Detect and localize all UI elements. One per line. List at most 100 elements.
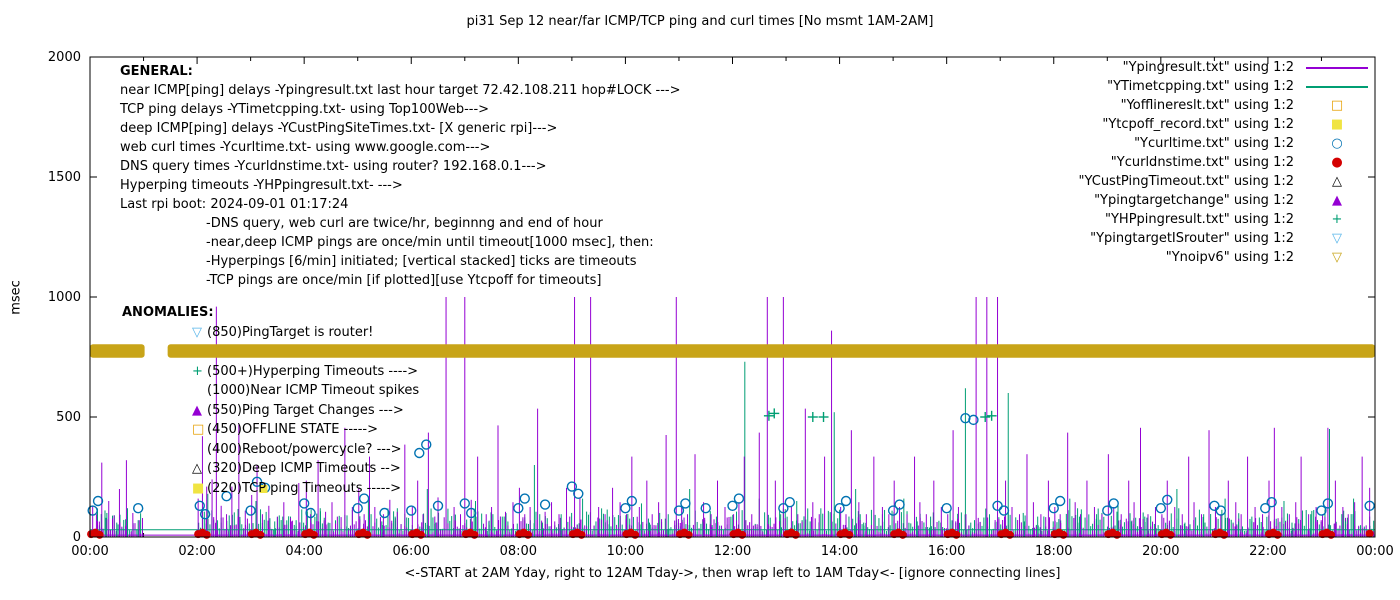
svg-text:12:00: 12:00 [714,544,751,559]
legend-item: "Ypingresult.txt" using 1:2 [1079,58,1374,77]
square-open-icon: □ [1330,98,1344,113]
svg-text:22:00: 22:00 [1249,544,1286,559]
triangle-down-open-icon: ▽ [1332,250,1342,265]
legend-marker-sample: ▽ [1300,232,1374,245]
anomaly-text: (550)Ping Target Changes ---> [207,402,404,418]
general-block: GENERAL: near ICMP[ping] delays -Ypingre… [120,62,681,290]
anomaly-row: □ (450)OFFLINE STATE -----> [122,420,419,440]
general-line: near ICMP[ping] delays -Ypingresult.txt … [120,83,681,98]
circle-filled-icon: ● [1331,155,1343,170]
square-open-icon: □ [192,422,205,438]
triangle-open-icon: △ [192,461,202,477]
svg-text:500: 500 [56,410,81,425]
square-filled-icon: ■ [192,480,205,496]
legend-marker-sample: ● [1300,156,1374,169]
anomaly-rows: ▽ (850)PingTarget is router! + (500+)Hyperp… [122,323,419,499]
legend-item-label: "Ytcpoff_record.txt" using 1:2 [1102,117,1294,132]
general-line: DNS query times -Ycurldnstime.txt- using… [120,159,547,174]
legend-item-label: "Ynoipv6" using 1:2 [1165,250,1294,265]
anomaly-text: (320)Deep ICMP Timeouts --> [207,461,401,476]
tcpoff-series [259,485,268,493]
legend-item-label: "Yofflinereslt.txt" using 1:2 [1120,98,1294,113]
legend-line-sample [1300,85,1374,88]
triangle-down-open-icon: ▽ [192,324,202,340]
svg-text:00:00: 00:00 [71,544,108,559]
general-line: -DNS query, web curl are twice/hr, begin… [206,216,603,231]
legend-marker-sample: ▲ [1300,194,1374,207]
svg-text:2000: 2000 [48,50,81,65]
svg-text:20:00: 20:00 [1142,544,1179,559]
legend-item: "Yofflinereslt.txt" using 1:2 □ [1079,96,1374,115]
legend-marker-sample: ■ [1300,118,1374,131]
svg-text:16:00: 16:00 [928,544,965,559]
anomaly-row [122,342,419,362]
anomaly-row: ▽ (850)PingTarget is router! [122,323,419,343]
legend-item-label: "YCustPingTimeout.txt" using 1:2 [1078,174,1294,189]
general-line: Last rpi boot: 2024-09-01 01:17:24 [120,197,349,212]
y-axis-label: msec [8,280,24,315]
anomaly-row: (400)Reboot/powercycle? ---> [122,440,419,460]
svg-text:06:00: 06:00 [393,544,430,559]
legend-marker-sample: ▽ [1300,251,1374,264]
hyperping-series [763,408,997,422]
legend-marker-sample: □ [1300,99,1374,112]
svg-text:10:00: 10:00 [607,544,644,559]
legend-item-label: "YpingtargetISrouter" using 1:2 [1090,231,1294,246]
general-line: -TCP pings are once/min [if plotted][use… [206,273,602,288]
legend-marker-sample: + [1300,213,1374,226]
legend-item-label: "Ycurltime.txt" using 1:2 [1134,136,1294,151]
general-line: deep ICMP[ping] delays -YCustPingSiteTim… [120,121,558,136]
triangle-down-open-icon: ▽ [1332,231,1342,246]
line-sample-icon [1306,85,1368,88]
svg-text:1500: 1500 [48,170,81,185]
legend-item: "Ycurldnstime.txt" using 1:2 ● [1079,153,1374,172]
circle-open-icon: ○ [1331,136,1343,151]
svg-text:18:00: 18:00 [1035,544,1072,559]
legend-line-sample [1300,66,1374,69]
legend-item-label: "Ypingresult.txt" using 1:2 [1122,60,1294,75]
legend-item: "YHPpingresult.txt" using 1:2 + [1079,210,1374,229]
anomaly-text: (850)PingTarget is router! [207,324,374,340]
anomaly-text: (450)OFFLINE STATE -----> [207,422,378,437]
legend: "Ypingresult.txt" using 1:2 "YTimetcpping… [1079,58,1374,267]
legend-item: "Ynoipv6" using 1:2 ▽ [1079,248,1374,267]
anomalies-block: ANOMALIES: ▽ (850)PingTarget is router! +(… [122,303,419,498]
general-header: GENERAL: [120,64,193,79]
legend-item: "Ytcpoff_record.txt" using 1:2 ■ [1079,115,1374,134]
general-line: TCP ping delays -YTimetcpping.txt- using… [120,102,490,117]
general-line: web curl times -Ycurltime.txt- using www… [120,140,491,155]
legend-item: "YTimetcpping.txt" using 1:2 [1079,77,1374,96]
general-line: -near,deep ICMP pings are once/min until… [206,235,654,250]
svg-text:08:00: 08:00 [500,544,537,559]
anomaly-row: ■ (220)TCP ping Timeouts -----> [122,479,419,499]
plus-icon: + [1331,212,1343,227]
anomalies-header: ANOMALIES: [122,305,214,320]
general-line: -Hyperpings [6/min] initiated; [vertical… [206,254,637,269]
legend-marker-sample: ○ [1300,137,1374,150]
square-filled-icon: ■ [1330,117,1344,132]
anomaly-row: ▲ (550)Ping Target Changes ---> [122,401,419,421]
anomaly-row: (1000)Near ICMP Timeout spikes [122,381,419,401]
triangle-filled-icon: ▲ [1332,193,1342,208]
curl-series [87,413,1375,520]
general-line: Hyperping timeouts -YHPpingresult.txt- -… [120,178,403,193]
legend-item: "Ypingtargetchange" using 1:2 ▲ [1079,191,1374,210]
legend-item-label: "Ypingtargetchange" using 1:2 [1094,193,1294,208]
legend-marker-sample: △ [1300,175,1374,188]
legend-item-label: "YHPpingresult.txt" using 1:2 [1105,212,1294,227]
noipv6-band-series [90,344,1376,358]
svg-text:14:00: 14:00 [821,544,858,559]
anomaly-text: (1000)Near ICMP Timeout spikes [207,383,420,398]
legend-item-label: "Ycurldnstime.txt" using 1:2 [1110,155,1294,170]
svg-text:0: 0 [73,530,81,545]
legend-item: "YCustPingTimeout.txt" using 1:2 △ [1079,172,1374,191]
anomaly-row: + (500+)Hyperping Timeouts ----> [122,362,419,382]
anomaly-row: △ (320)Deep ICMP Timeouts --> [122,459,419,479]
anomaly-text: (220)TCP ping Timeouts -----> [207,480,402,496]
legend-item: "YpingtargetISrouter" using 1:2 ▽ [1079,229,1374,248]
line-sample-icon [1306,66,1368,69]
anomaly-text: (400)Reboot/powercycle? ---> [207,441,402,457]
legend-item: "Ycurltime.txt" using 1:2 ○ [1079,134,1374,153]
